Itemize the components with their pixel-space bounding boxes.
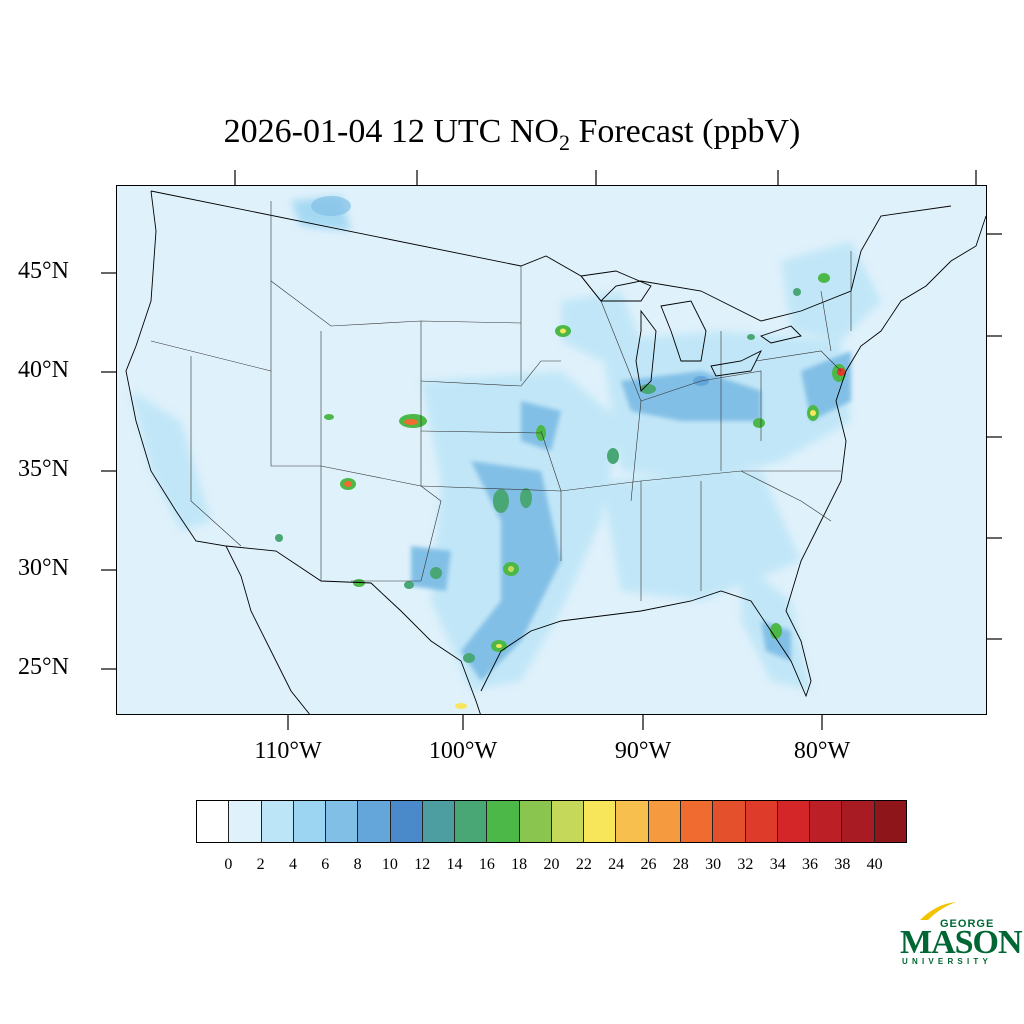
colorbar-cell xyxy=(519,801,552,842)
lon-label-100: 100°W xyxy=(428,738,498,764)
logo-swoosh-icon xyxy=(920,902,956,920)
colorbar-label: 6 xyxy=(321,856,330,873)
lat-label-25: 25°N xyxy=(18,654,69,680)
no2-field xyxy=(125,190,986,714)
colorbar-label: 36 xyxy=(802,856,819,873)
colorbar-cell xyxy=(745,801,778,842)
colorbar-label: 10 xyxy=(381,856,398,873)
colorbar-cell xyxy=(680,801,714,842)
lon-label-110: 110°W xyxy=(254,738,322,764)
lon-label-90: 90°W xyxy=(614,738,672,764)
forecast-map[interactable] xyxy=(116,185,987,715)
lat-label-30: 30°N xyxy=(18,555,69,581)
colorbar-label: 38 xyxy=(834,856,851,873)
colorbar-label: 14 xyxy=(446,856,463,873)
colorbar-label: 30 xyxy=(705,856,722,873)
logo-george: GEORGE xyxy=(940,918,995,930)
colorbar-label: 2 xyxy=(256,856,265,873)
colorbar-cell xyxy=(810,801,843,842)
colorbar-cell xyxy=(197,801,230,842)
colorbar-label: 26 xyxy=(640,856,657,873)
lat-label-35: 35°N xyxy=(18,456,69,482)
colorbar-label: 18 xyxy=(511,856,528,873)
colorbar-cell xyxy=(229,801,262,842)
colorbar-cell xyxy=(777,801,811,842)
colorbar-cell xyxy=(648,801,681,842)
colorbar-cell xyxy=(713,801,746,842)
colorbar-cell xyxy=(390,801,423,842)
colorbar-cell xyxy=(874,801,906,842)
colorbar-cell xyxy=(358,801,391,842)
gmu-logo: GEORGE MASON UNIVERSITY xyxy=(898,900,1023,970)
colorbar-label: 22 xyxy=(575,856,592,873)
colorbar-label: 40 xyxy=(866,856,883,873)
lat-label-45: 45°N xyxy=(18,258,69,284)
logo-mason: MASON xyxy=(900,924,1023,961)
colorbar-cell xyxy=(584,801,617,842)
colorbar-cell xyxy=(422,801,456,842)
colorbar xyxy=(196,800,907,843)
colorbar-cell xyxy=(455,801,488,842)
lon-label-80: 80°W xyxy=(793,738,851,764)
colorbar-cell xyxy=(487,801,520,842)
colorbar-label: 24 xyxy=(608,856,625,873)
colorbar-label: 32 xyxy=(737,856,754,873)
colorbar-label: 4 xyxy=(288,856,297,873)
colorbar-label: 12 xyxy=(414,856,431,873)
logo-university: UNIVERSITY xyxy=(902,957,993,966)
lat-label-40: 40°N xyxy=(18,357,69,383)
colorbar-label: 34 xyxy=(769,856,786,873)
colorbar-label: 16 xyxy=(478,856,495,873)
colorbar-cell xyxy=(261,801,294,842)
colorbar-label: 28 xyxy=(672,856,689,873)
colorbar-label: 8 xyxy=(353,856,362,873)
colorbar-cell xyxy=(616,801,649,842)
colorbar-label: 0 xyxy=(224,856,233,873)
map-title: 2026-01-04 12 UTC NO2 Forecast (ppbV) xyxy=(223,113,801,155)
colorbar-cell xyxy=(842,801,875,842)
colorbar-label: 20 xyxy=(543,856,560,873)
colorbar-cell xyxy=(293,801,327,842)
colorbar-cell xyxy=(326,801,359,842)
colorbar-cell xyxy=(551,801,585,842)
